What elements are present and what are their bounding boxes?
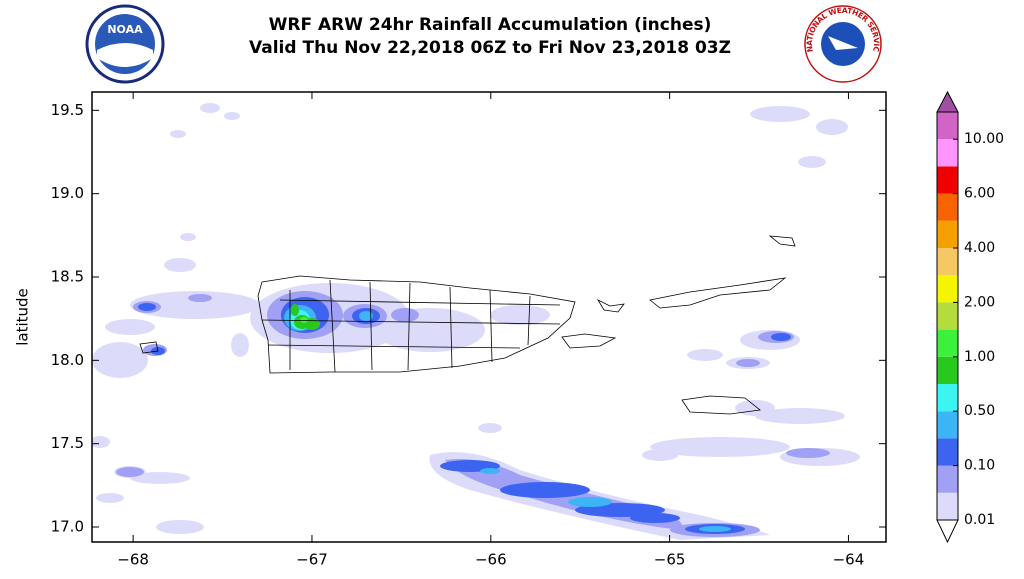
colorbar-band — [937, 112, 958, 140]
coastlines — [139, 235, 796, 415]
colorbar-band — [937, 220, 958, 248]
colorbar-tick-label: 6.00 — [964, 186, 995, 202]
x-tick-label: −64 — [833, 551, 865, 569]
chart-title: WRF ARW 24hr Rainfall Accumulation (inch… — [269, 15, 712, 35]
colorbar-band — [937, 465, 958, 493]
colorbar-tick-label: 10.00 — [964, 131, 1004, 147]
colorbar-frame — [936, 111, 959, 521]
noaa-logo: NOAA — [85, 4, 165, 84]
colorbar-band — [937, 492, 958, 520]
x-tick-label: −66 — [475, 551, 507, 569]
y-tick-label: 19.5 — [51, 101, 84, 119]
colorbar-band — [937, 193, 958, 221]
colorbar-tick-label: 0.50 — [964, 403, 995, 419]
colorbar-band — [937, 329, 958, 357]
y-tick-label: 17.0 — [51, 518, 84, 536]
colorbar-band — [937, 356, 958, 384]
y-tick-label: 18.0 — [51, 351, 84, 369]
x-tick-label: −65 — [654, 551, 686, 569]
colorbar-band — [937, 139, 958, 167]
rain-field — [92, 103, 860, 540]
colorbar-band — [937, 384, 958, 412]
colorbar-band — [937, 275, 958, 303]
colorbar-band — [937, 302, 958, 330]
y-tick-label: 17.5 — [51, 434, 84, 452]
colorbar-band — [937, 438, 958, 466]
x-tick-label: −67 — [296, 551, 328, 569]
logo-text: NOAA — [107, 23, 143, 36]
colorbar-band — [937, 166, 958, 194]
y-axis-label: latitude — [14, 288, 32, 346]
colorbar-tick-label: 0.01 — [964, 512, 995, 528]
x-tick-label: −68 — [117, 551, 149, 569]
colorbar-extension — [936, 90, 959, 113]
colorbar-tick-label: 4.00 — [964, 240, 995, 256]
plot-frame — [91, 91, 887, 543]
colorbar-extension — [936, 519, 959, 544]
colorbar-tick-label: 0.10 — [964, 458, 995, 474]
colorbar-tick-label: 1.00 — [964, 349, 995, 365]
y-tick-label: 18.5 — [51, 268, 84, 286]
colorbar-tick-label: 2.00 — [964, 294, 995, 310]
colorbar-band — [937, 411, 958, 439]
chart-subtitle: Valid Thu Nov 22,2018 06Z to Fri Nov 23,… — [249, 38, 731, 58]
y-tick-label: 19.0 — [51, 184, 84, 202]
colorbar-band — [937, 248, 958, 276]
